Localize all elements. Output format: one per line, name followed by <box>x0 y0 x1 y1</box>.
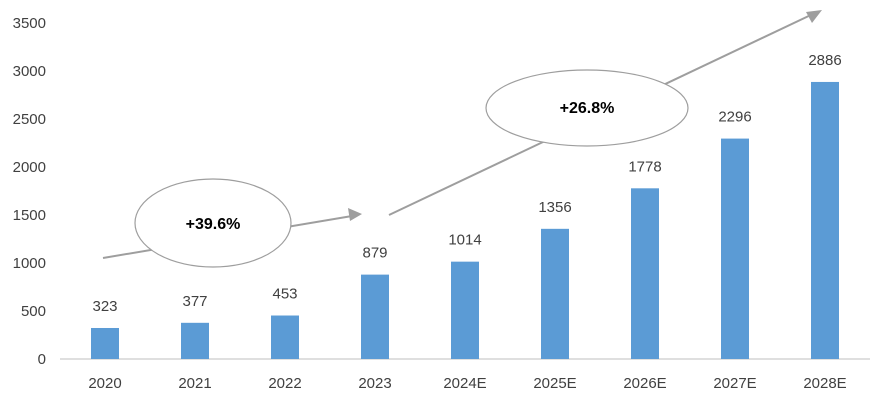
y-tick-label: 1000 <box>13 255 46 272</box>
bar <box>631 188 659 359</box>
y-tick-label: 0 <box>38 351 46 368</box>
data-label: 453 <box>272 286 297 303</box>
growth-annotation-2: +26.8% <box>388 10 822 216</box>
growth-arrow-2-head <box>806 10 822 23</box>
x-tick-label: 2021 <box>178 375 211 392</box>
y-tick-label: 500 <box>21 303 46 320</box>
y-tick-label: 1500 <box>13 207 46 224</box>
growth-annotation-1: +39.6% <box>102 178 362 268</box>
bar <box>451 261 479 359</box>
x-tick-label: 2027E <box>713 375 756 392</box>
bar <box>811 81 839 359</box>
growth-ellipse-1 <box>134 178 292 268</box>
x-axis-tick-labels: 2020 2021 2022 2023 2024E 2025E 2026E 2027E 2028… <box>88 375 846 392</box>
bar <box>541 228 569 359</box>
y-tick-label: 2500 <box>13 111 46 128</box>
data-label: 323 <box>92 298 117 315</box>
y-tick-label: 3500 <box>13 15 46 32</box>
data-label: 879 <box>362 245 387 262</box>
bar <box>271 315 299 359</box>
y-axis-tick-labels: 0 500 1000 1500 2000 2500 3000 3500 <box>13 15 46 368</box>
bar <box>91 327 119 359</box>
bar <box>721 138 749 359</box>
bar <box>181 322 209 359</box>
y-tick-label: 2000 <box>13 159 46 176</box>
growth-rate-label-1: +39.6% <box>186 216 241 233</box>
x-tick-label: 2025E <box>533 375 576 392</box>
bars <box>91 81 839 359</box>
x-tick-label: 2028E <box>803 375 846 392</box>
data-label: 1356 <box>538 199 571 216</box>
data-label: 2296 <box>718 109 751 126</box>
x-tick-label: 2022 <box>268 375 301 392</box>
data-label: 377 <box>182 293 207 310</box>
growth-rate-label-2: +26.8% <box>560 100 615 117</box>
x-tick-label: 2020 <box>88 375 121 392</box>
data-label: 1778 <box>628 158 661 175</box>
growth-ellipse-2 <box>485 69 689 147</box>
data-labels: 323 377 453 879 1014 1356 1778 2296 2886 <box>92 52 841 315</box>
growth-arrow-1-head <box>348 208 362 221</box>
x-tick-label: 2024E <box>443 375 486 392</box>
bar <box>361 274 389 359</box>
data-label: 2886 <box>808 52 841 69</box>
x-tick-label: 2023 <box>358 375 391 392</box>
y-tick-label: 3000 <box>13 63 46 80</box>
x-tick-label: 2026E <box>623 375 666 392</box>
data-label: 1014 <box>448 232 481 249</box>
